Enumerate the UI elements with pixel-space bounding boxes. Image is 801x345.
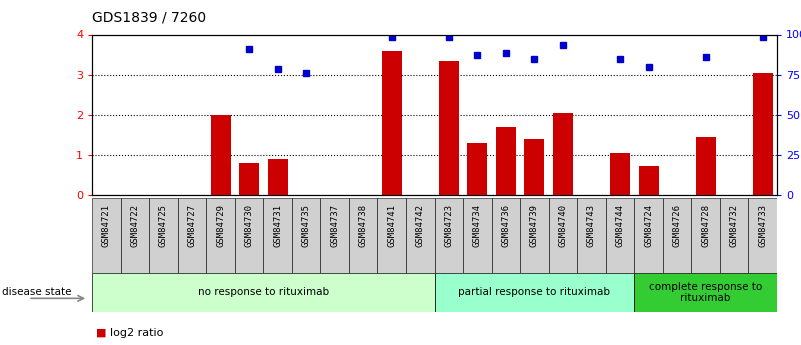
Text: GSM84735: GSM84735 (302, 204, 311, 247)
Text: GSM84739: GSM84739 (530, 204, 539, 247)
Text: GSM84725: GSM84725 (159, 204, 168, 247)
Text: GSM84743: GSM84743 (587, 204, 596, 247)
Bar (207, 198, 235, 273)
Text: GSM84726: GSM84726 (673, 204, 682, 247)
Text: GSM84738: GSM84738 (359, 204, 368, 247)
Text: GSM84724: GSM84724 (644, 204, 653, 247)
Text: GSM84732: GSM84732 (730, 204, 739, 247)
Bar (239, 163, 259, 195)
Text: ■: ■ (96, 328, 107, 338)
Bar (610, 153, 630, 195)
Bar (235, 198, 264, 273)
Bar (178, 198, 207, 273)
Bar (520, 198, 549, 273)
Bar (349, 198, 377, 273)
Text: GSM84727: GSM84727 (187, 204, 196, 247)
Text: no response to rituximab: no response to rituximab (198, 287, 329, 297)
Bar (463, 198, 492, 273)
Bar (638, 166, 658, 195)
Bar (92, 273, 434, 312)
Bar (211, 115, 231, 195)
Text: GSM84734: GSM84734 (473, 204, 482, 247)
Bar (121, 198, 149, 273)
Bar (406, 198, 434, 273)
Text: GSM84741: GSM84741 (387, 204, 396, 247)
Text: complete response to
rituximab: complete response to rituximab (649, 282, 763, 303)
Bar (634, 273, 777, 312)
Text: GDS1839 / 7260: GDS1839 / 7260 (92, 10, 206, 24)
Bar (264, 198, 292, 273)
Bar (691, 198, 720, 273)
Text: GSM84742: GSM84742 (416, 204, 425, 247)
Text: GSM84728: GSM84728 (701, 204, 710, 247)
Text: GSM84736: GSM84736 (501, 204, 510, 247)
Bar (268, 159, 288, 195)
Bar (663, 198, 691, 273)
Text: GSM84730: GSM84730 (244, 204, 254, 247)
Text: partial response to rituximab: partial response to rituximab (458, 287, 610, 297)
Bar (720, 198, 748, 273)
Text: GSM84723: GSM84723 (445, 204, 453, 247)
Bar (467, 143, 487, 195)
Bar (382, 51, 402, 195)
Bar (753, 72, 773, 195)
Bar (320, 198, 349, 273)
Bar (748, 198, 777, 273)
Bar (496, 127, 516, 195)
Text: disease state: disease state (2, 287, 72, 297)
Text: GSM84722: GSM84722 (131, 204, 139, 247)
Text: log2 ratio: log2 ratio (110, 328, 163, 338)
Text: GSM84737: GSM84737 (330, 204, 339, 247)
Bar (492, 198, 520, 273)
Bar (292, 198, 320, 273)
Text: GSM84733: GSM84733 (759, 204, 767, 247)
Bar (549, 198, 578, 273)
Bar (578, 198, 606, 273)
Text: GSM84731: GSM84731 (273, 204, 282, 247)
Bar (525, 139, 545, 195)
Text: GSM84740: GSM84740 (558, 204, 567, 247)
Bar (377, 198, 406, 273)
Bar (695, 137, 715, 195)
Bar (434, 198, 463, 273)
Bar (606, 198, 634, 273)
Bar (434, 273, 634, 312)
Bar (634, 198, 663, 273)
Bar (553, 113, 573, 195)
Text: GSM84744: GSM84744 (615, 204, 625, 247)
Bar (149, 198, 178, 273)
Text: GSM84721: GSM84721 (102, 204, 111, 247)
Bar (439, 61, 459, 195)
Bar (92, 198, 121, 273)
Text: GSM84729: GSM84729 (216, 204, 225, 247)
